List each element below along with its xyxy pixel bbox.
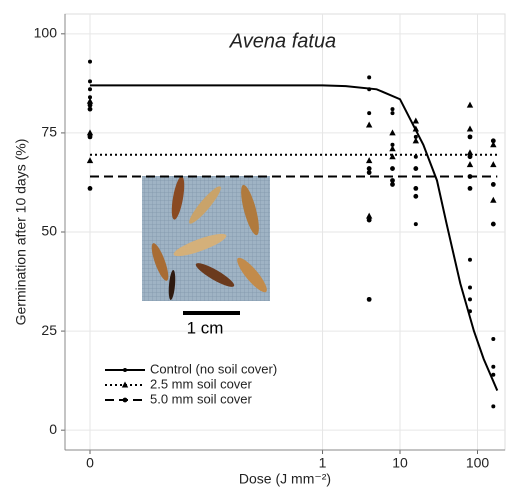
- point: [413, 222, 418, 227]
- point: [366, 296, 372, 302]
- point: [490, 182, 496, 187]
- x-tick-label: 0: [86, 455, 94, 471]
- point: [366, 166, 372, 171]
- point: [412, 137, 420, 144]
- point: [490, 138, 496, 144]
- point: [367, 111, 372, 116]
- point: [490, 221, 496, 227]
- point: [390, 142, 395, 147]
- y-tick-label: 0: [49, 421, 57, 437]
- point: [467, 285, 472, 290]
- inset-photo: [142, 176, 270, 301]
- point: [87, 186, 93, 191]
- point: [491, 337, 496, 342]
- x-tick-label: 10: [392, 455, 408, 471]
- legend-marker: [122, 397, 128, 403]
- point: [389, 153, 396, 160]
- fit-line: [90, 84, 499, 391]
- point: [466, 125, 474, 132]
- legend-marker: [121, 381, 129, 388]
- point: [389, 129, 396, 136]
- point: [467, 297, 472, 302]
- point: [413, 186, 419, 191]
- point: [366, 170, 372, 175]
- point: [467, 309, 472, 314]
- point: [390, 166, 395, 171]
- point: [467, 257, 472, 262]
- point: [366, 217, 372, 223]
- point: [88, 79, 92, 84]
- point: [86, 129, 94, 136]
- point: [467, 174, 473, 179]
- legend-label: Control (no soil cover): [150, 361, 277, 376]
- point: [491, 364, 496, 369]
- x-tick-label: 100: [466, 455, 490, 471]
- point: [413, 166, 419, 171]
- point: [491, 404, 496, 409]
- point: [467, 154, 473, 160]
- point: [87, 106, 93, 112]
- point: [86, 157, 94, 164]
- y-tick-label: 25: [41, 322, 57, 338]
- y-tick-label: 100: [34, 25, 58, 41]
- point: [466, 161, 474, 168]
- x-axis-label: Dose (J mm⁻²): [239, 471, 331, 487]
- legend-label: 5.0 mm soil cover: [150, 391, 253, 406]
- point: [88, 87, 92, 92]
- point: [390, 107, 395, 112]
- point: [365, 212, 373, 219]
- chart-title: Avena fatua: [229, 30, 336, 52]
- point: [413, 134, 418, 139]
- point: [491, 372, 496, 377]
- point: [412, 125, 420, 132]
- point: [389, 145, 396, 152]
- point: [490, 141, 497, 148]
- scale-label: 1 cm: [187, 318, 224, 337]
- y-tick-label: 50: [41, 223, 57, 239]
- point: [87, 134, 93, 140]
- point: [390, 111, 395, 116]
- x-tick-label: 1: [319, 455, 327, 471]
- point: [466, 149, 474, 156]
- point: [88, 59, 92, 64]
- point: [413, 193, 419, 199]
- point: [466, 101, 474, 108]
- point: [467, 134, 473, 140]
- point: [490, 161, 497, 168]
- point: [367, 87, 372, 92]
- point: [367, 75, 372, 80]
- point: [365, 121, 373, 128]
- point: [412, 117, 420, 124]
- point: [365, 157, 373, 164]
- point: [87, 102, 93, 108]
- legend-marker: [123, 368, 127, 372]
- point: [86, 97, 94, 104]
- point: [88, 95, 92, 100]
- point: [467, 186, 473, 191]
- point: [390, 178, 395, 183]
- legend-label: 2.5 mm soil cover: [150, 376, 253, 391]
- y-tick-label: 75: [41, 124, 57, 140]
- y-axis-label: Germination after 10 days (%): [13, 139, 29, 326]
- point: [490, 196, 497, 203]
- point: [390, 182, 395, 187]
